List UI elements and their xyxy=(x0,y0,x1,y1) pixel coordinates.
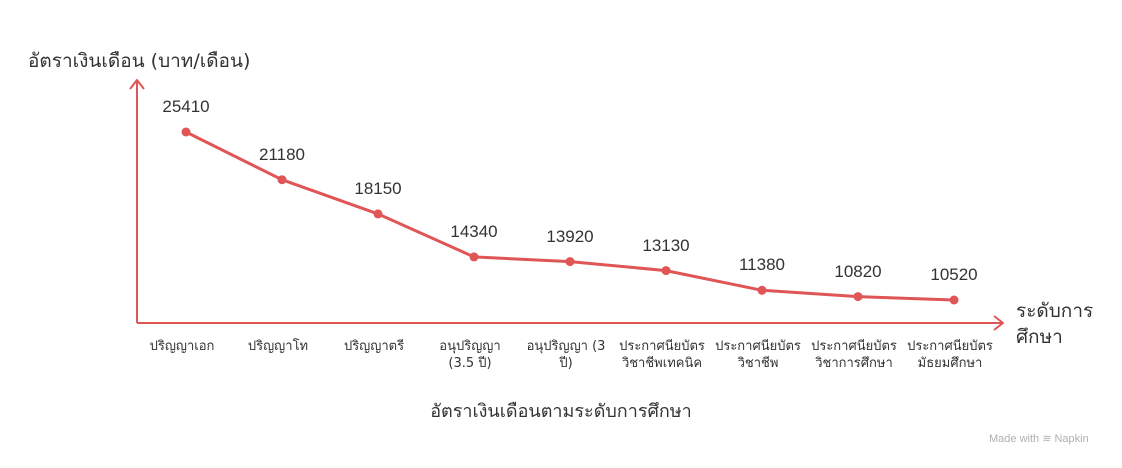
x-tick-label: ประกาศนียบัตรวิชาการศึกษา xyxy=(802,338,906,372)
x-tick-label-line: ปริญญาตรี xyxy=(343,339,405,354)
x-tick-label-line: ประกาศนียบัตร xyxy=(907,339,993,354)
x-tick-label: อนุปริญญา (3 ปี) xyxy=(514,338,618,372)
x-tick-label-line: มัธยมศึกษา xyxy=(917,356,983,371)
data-point xyxy=(853,292,863,302)
x-tick-label: ประกาศนียบัตรวิชาชีพ xyxy=(706,338,810,372)
data-label: 14340 xyxy=(450,221,498,241)
data-point xyxy=(277,175,287,185)
x-tick-label-line: วิชาการศึกษา xyxy=(815,356,893,371)
data-label: 11380 xyxy=(738,255,785,275)
data-label: 25410 xyxy=(162,97,210,116)
napkin-watermark: Made with ≋ Napkin xyxy=(989,433,1089,445)
x-tick-label-line: วิชาชีพเทคนิค xyxy=(621,356,703,371)
data-point xyxy=(661,266,671,276)
x-tick-label: ประกาศนียบัตรมัธยมศึกษา xyxy=(898,338,1002,372)
x-tick-label: ประกาศนียบัตรวิชาชีพเทคนิค xyxy=(610,338,714,372)
x-tick-label: ปริญญาตรี xyxy=(322,338,426,355)
x-tick-label-line: อนุปริญญา (3 xyxy=(526,339,606,354)
x-axis-label: ระดับการศึกษา xyxy=(1016,300,1094,348)
data-label: 21180 xyxy=(258,144,305,164)
x-tick-label-line: ประกาศนียบัตร xyxy=(811,339,897,354)
data-point xyxy=(469,252,479,262)
chart-title: อัตราเงินเดือนตามระดับการศึกษา xyxy=(430,401,692,422)
data-label: 13920 xyxy=(546,226,594,246)
data-label: 13130 xyxy=(642,235,690,255)
x-tick-label-line: (3.5 ปี) xyxy=(448,356,492,371)
x-tick-label-line: ประกาศนียบัตร xyxy=(715,339,801,354)
data-label: 18150 xyxy=(354,178,402,198)
x-tick-label: ปริญญาโท xyxy=(226,338,330,355)
data-label: 10520 xyxy=(930,265,978,284)
x-tick-label: ปริญญาเอก xyxy=(130,338,234,355)
data-label: 10820 xyxy=(834,261,882,281)
x-tick-label-line: วิชาชีพ xyxy=(737,356,779,371)
x-axis-arrow-icon xyxy=(993,315,1004,331)
data-point xyxy=(181,127,191,137)
data-point xyxy=(565,257,575,267)
x-tick-label-line: ปริญญาเอก xyxy=(149,339,215,354)
y-axis-arrow-icon xyxy=(129,79,145,90)
data-point xyxy=(373,209,383,219)
x-tick-label-line: ปี) xyxy=(559,356,573,371)
data-point xyxy=(757,285,767,295)
x-tick-label-line: ปริญญาโท xyxy=(247,339,309,354)
y-axis-label: อัตราเงินเดือน (บาท/เดือน) xyxy=(28,50,251,72)
data-point xyxy=(949,295,959,305)
x-tick-label-line: ประกาศนียบัตร xyxy=(619,339,705,354)
x-tick-label-line: อนุปริญญา xyxy=(439,339,501,354)
x-tick-label: อนุปริญญา (3.5 ปี) xyxy=(418,338,522,372)
